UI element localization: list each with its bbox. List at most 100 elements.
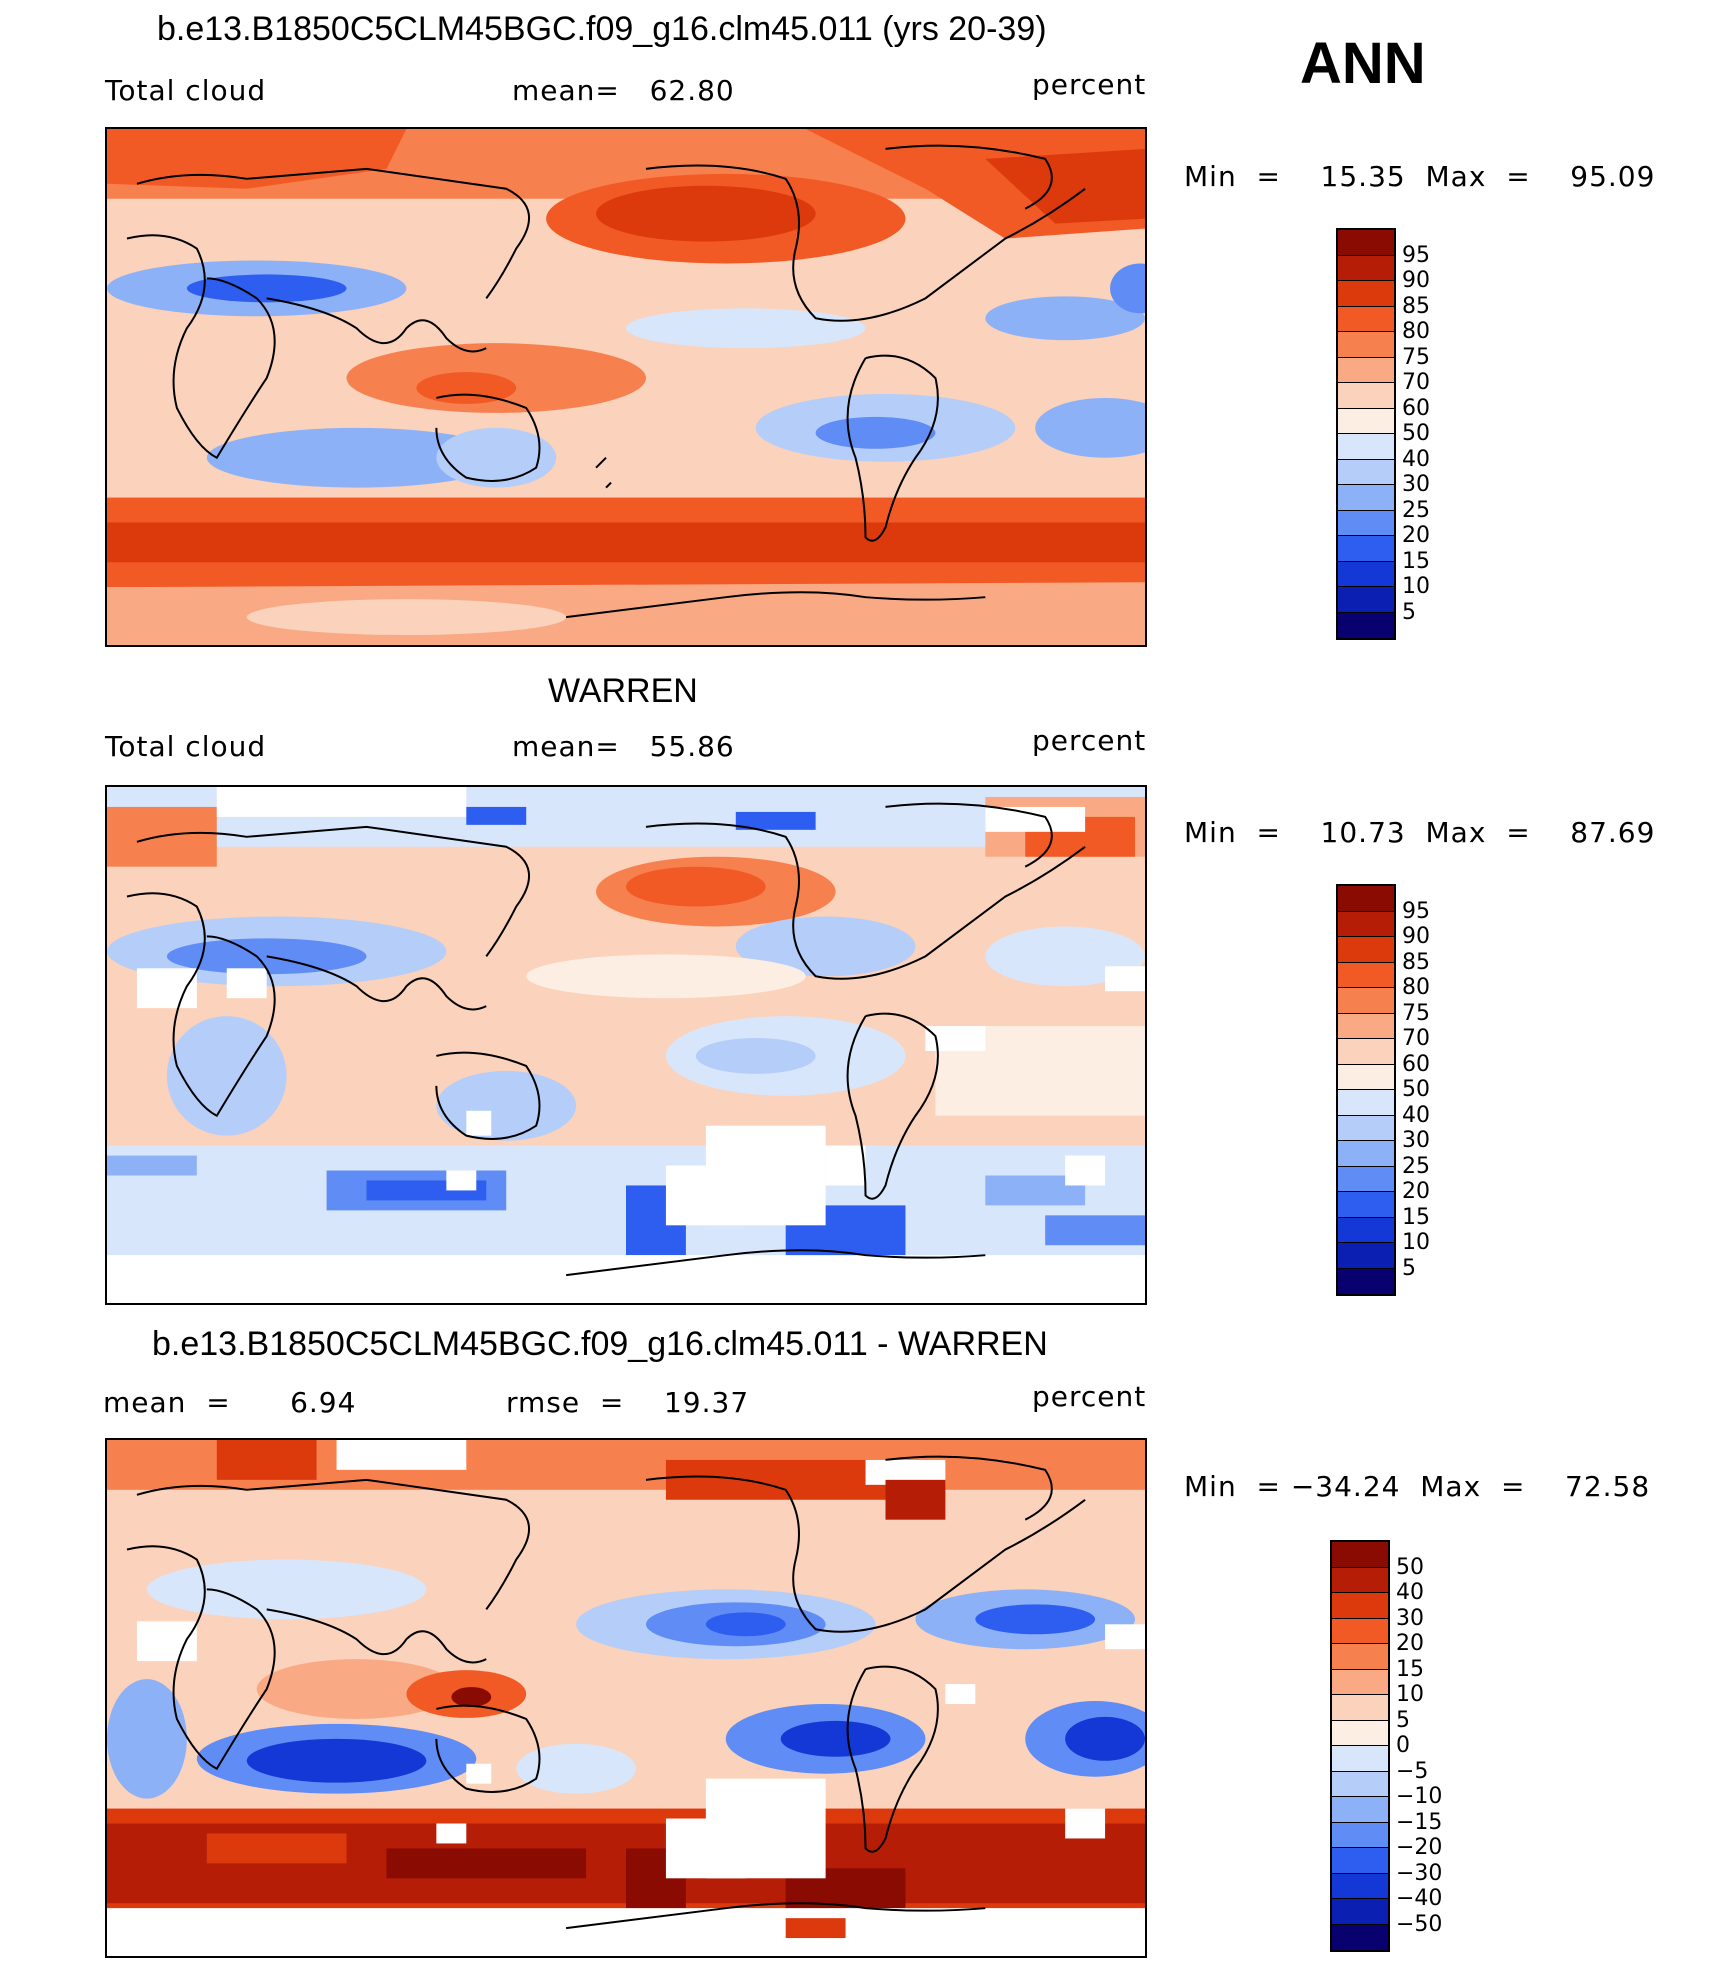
- colorbar-tick-label: 70: [1402, 1026, 1430, 1051]
- colorbar-box: [1338, 1115, 1394, 1141]
- colorbar-tick-label: 95: [1402, 898, 1430, 924]
- colorbar-tick-label: 50: [1402, 421, 1430, 446]
- colorbar-box: [1338, 962, 1394, 988]
- colorbar-tick-label: 0: [1396, 1733, 1410, 1758]
- colorbar-tick-label: 90: [1402, 268, 1430, 293]
- panel-1-map-svg: [107, 129, 1145, 645]
- colorbar-box: [1338, 434, 1394, 460]
- season-label: ANN: [1300, 31, 1426, 96]
- colorbar-tick-label: 80: [1402, 975, 1430, 1000]
- colorbar-box: [1332, 1873, 1388, 1899]
- colorbar-box: [1332, 1695, 1388, 1721]
- panel-3-minmax: Min = −34.24 Max = 72.58: [1184, 1470, 1651, 1503]
- colorbar-box: [1332, 1746, 1388, 1772]
- colorbar-tick-label: 15: [1402, 548, 1430, 574]
- colorbar-box: [1338, 230, 1394, 256]
- colorbar-box: [1338, 1090, 1394, 1116]
- colorbar-tick-label: 30: [1396, 1605, 1424, 1631]
- colorbar-tick-label: 50: [1402, 1077, 1430, 1102]
- colorbar-tick-label: −30: [1396, 1860, 1443, 1886]
- colorbar-tick-label: 20: [1402, 1179, 1430, 1204]
- colorbar-tick-label: −40: [1396, 1886, 1443, 1911]
- colorbar-box: [1338, 408, 1394, 434]
- colorbar-tick-label: 5: [1402, 1255, 1416, 1281]
- colorbar-tick-label: −20: [1396, 1835, 1443, 1860]
- colorbar-box: [1338, 1192, 1394, 1218]
- colorbar-tick-label: 5: [1402, 599, 1416, 625]
- panel-1-mean-label: mean= 62.80: [512, 74, 735, 107]
- colorbar-box: [1332, 1899, 1388, 1925]
- colorbar-box: [1338, 510, 1394, 536]
- colorbar-tick-label: 95: [1402, 242, 1430, 268]
- colorbar-tick-label: 50: [1396, 1554, 1424, 1580]
- panel-1-variable-label: Total cloud: [105, 74, 267, 107]
- colorbar-box: [1332, 1924, 1388, 1950]
- colorbar-tick-label: 60: [1402, 1051, 1430, 1077]
- colorbar-tick-label: −5: [1396, 1758, 1429, 1784]
- colorbar-box: [1338, 911, 1394, 937]
- colorbar-box: [1338, 281, 1394, 307]
- colorbar-tick-label: 30: [1402, 1128, 1430, 1153]
- colorbar-box: [1332, 1593, 1388, 1619]
- colorbar-box: [1338, 1217, 1394, 1243]
- colorbar-tick-label: 75: [1402, 1000, 1430, 1026]
- colorbar-box: [1338, 1064, 1394, 1090]
- colorbar-box: [1338, 1243, 1394, 1269]
- panel-2-map-svg: [107, 787, 1145, 1303]
- panel-3-rmse-label: rmse = 19.37: [506, 1386, 750, 1419]
- panel-3-colorbar: [1330, 1540, 1390, 1952]
- colorbar-box: [1338, 332, 1394, 358]
- colorbar-box: [1338, 485, 1394, 511]
- panel-1-colorbar: [1336, 228, 1396, 640]
- colorbar-tick-label: 15: [1396, 1656, 1424, 1682]
- colorbar-box: [1332, 1618, 1388, 1644]
- panel-3-title: b.e13.B1850C5CLM45BGC.f09_g16.clm45.011 …: [152, 1325, 1048, 1363]
- colorbar-tick-label: 30: [1402, 472, 1430, 497]
- colorbar-tick-label: 5: [1396, 1707, 1410, 1733]
- colorbar-tick-label: 40: [1396, 1580, 1424, 1605]
- colorbar-box: [1338, 612, 1394, 638]
- colorbar-tick-label: 70: [1402, 370, 1430, 395]
- colorbar-box: [1338, 1166, 1394, 1192]
- colorbar-box: [1332, 1720, 1388, 1746]
- panel-2-variable-label: Total cloud: [105, 730, 267, 763]
- colorbar-box: [1338, 536, 1394, 562]
- colorbar-box: [1338, 1141, 1394, 1167]
- panel-1-minmax: Min = 15.35 Max = 95.09: [1184, 160, 1656, 193]
- colorbar-tick-label: −15: [1396, 1809, 1443, 1835]
- colorbar-tick-label: 40: [1402, 446, 1430, 472]
- colorbar-tick-label: 85: [1402, 293, 1430, 319]
- panel-2-colorbar: [1336, 884, 1396, 1296]
- colorbar-box: [1338, 937, 1394, 963]
- panel-2-title: WARREN: [548, 672, 698, 710]
- colorbar-box: [1332, 1644, 1388, 1670]
- colorbar-box: [1338, 255, 1394, 281]
- panel-3-map-svg: [107, 1440, 1145, 1956]
- colorbar-box: [1338, 1013, 1394, 1039]
- colorbar-box: [1338, 306, 1394, 332]
- colorbar-tick-label: 10: [1402, 1230, 1430, 1255]
- colorbar-box: [1338, 1039, 1394, 1065]
- panel-3-units-label: percent: [1032, 1380, 1147, 1413]
- colorbar-box: [1332, 1542, 1388, 1568]
- panel-1-title: b.e13.B1850C5CLM45BGC.f09_g16.clm45.011 …: [157, 10, 1047, 48]
- panel-2-mean-label: mean= 55.86: [512, 730, 735, 763]
- colorbar-tick-label: 10: [1402, 574, 1430, 599]
- colorbar-tick-label: 60: [1402, 395, 1430, 421]
- colorbar-box: [1338, 1268, 1394, 1294]
- panel-3-mean-label: mean = 6.94: [103, 1386, 357, 1419]
- colorbar-box: [1332, 1822, 1388, 1848]
- colorbar-tick-label: 40: [1402, 1102, 1430, 1128]
- colorbar-tick-label: −50: [1396, 1911, 1443, 1937]
- panel-1-units-label: percent: [1032, 68, 1147, 101]
- colorbar-box: [1332, 1771, 1388, 1797]
- colorbar-tick-label: 25: [1402, 1153, 1430, 1179]
- colorbar-box: [1338, 383, 1394, 409]
- panel-2-map: [105, 785, 1147, 1305]
- colorbar-box: [1338, 988, 1394, 1014]
- colorbar-tick-label: −10: [1396, 1784, 1443, 1809]
- colorbar-tick-label: 20: [1396, 1631, 1424, 1656]
- colorbar-box: [1332, 1669, 1388, 1695]
- colorbar-tick-label: 15: [1402, 1204, 1430, 1230]
- colorbar-tick-label: 75: [1402, 344, 1430, 370]
